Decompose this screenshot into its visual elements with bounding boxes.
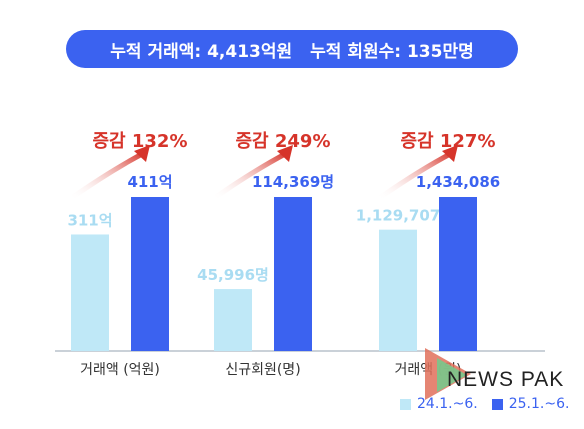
value-label-2025-1: 114,369명 (252, 173, 334, 191)
growth-arrow-2 (375, 150, 455, 202)
bar-2025-2 (439, 197, 477, 351)
summary-banner: 누적 거래액: 4,413억원 누적 회원수: 135만명 (66, 30, 518, 68)
bar-2025-0 (131, 197, 169, 351)
value-label-2024-0: 311억 (67, 211, 112, 229)
bar-2025-1 (274, 197, 312, 351)
growth-label-0: 증감 132% (93, 131, 188, 152)
growth-label-2: 증감 127% (401, 131, 496, 152)
value-label-2024-2: 1,129,707 (356, 207, 440, 225)
legend-swatch-dark (491, 398, 503, 410)
growth-arrowhead-icon-2 (442, 145, 458, 162)
bar-2024-1 (214, 289, 252, 351)
newspak-logo: NEWS PAK (425, 348, 575, 400)
category-label-1: 신규회원(명) (225, 362, 300, 378)
growth-arrowhead-icon-1 (277, 145, 293, 162)
value-label-2025-2: 1,434,086 (416, 173, 500, 191)
legend-item-2025: 25.1.~6. (491, 396, 570, 412)
banner-total-members: 누적 회원수: 135만명 (310, 41, 474, 62)
banner-total-transactions: 누적 거래액: 4,413억원 (110, 41, 293, 62)
legend-label-2024: 24.1.~6. (417, 396, 478, 412)
growth-arrowhead-icon-0 (134, 145, 150, 162)
logo-inner-triangle-icon (437, 358, 467, 392)
category-label-0: 거래액 (억원) (80, 362, 160, 378)
bar-2024-2 (379, 229, 417, 351)
logo-brand-text: NEWS PAK (447, 368, 565, 391)
growth-arrow-0 (67, 150, 147, 202)
growth-label-1: 증감 249% (236, 131, 331, 152)
legend-label-2025: 25.1.~6. (508, 396, 570, 412)
value-label-2024-1: 45,996명 (197, 266, 269, 284)
bar-2024-0 (71, 234, 109, 351)
legend-item-2024: 24.1.~6. (400, 396, 478, 412)
legend-swatch-light (400, 398, 411, 410)
value-label-2025-0: 411억 (127, 173, 172, 191)
legend: 24.1.~6. 25.1.~6. (400, 396, 569, 412)
growth-arrow-1 (210, 150, 290, 202)
